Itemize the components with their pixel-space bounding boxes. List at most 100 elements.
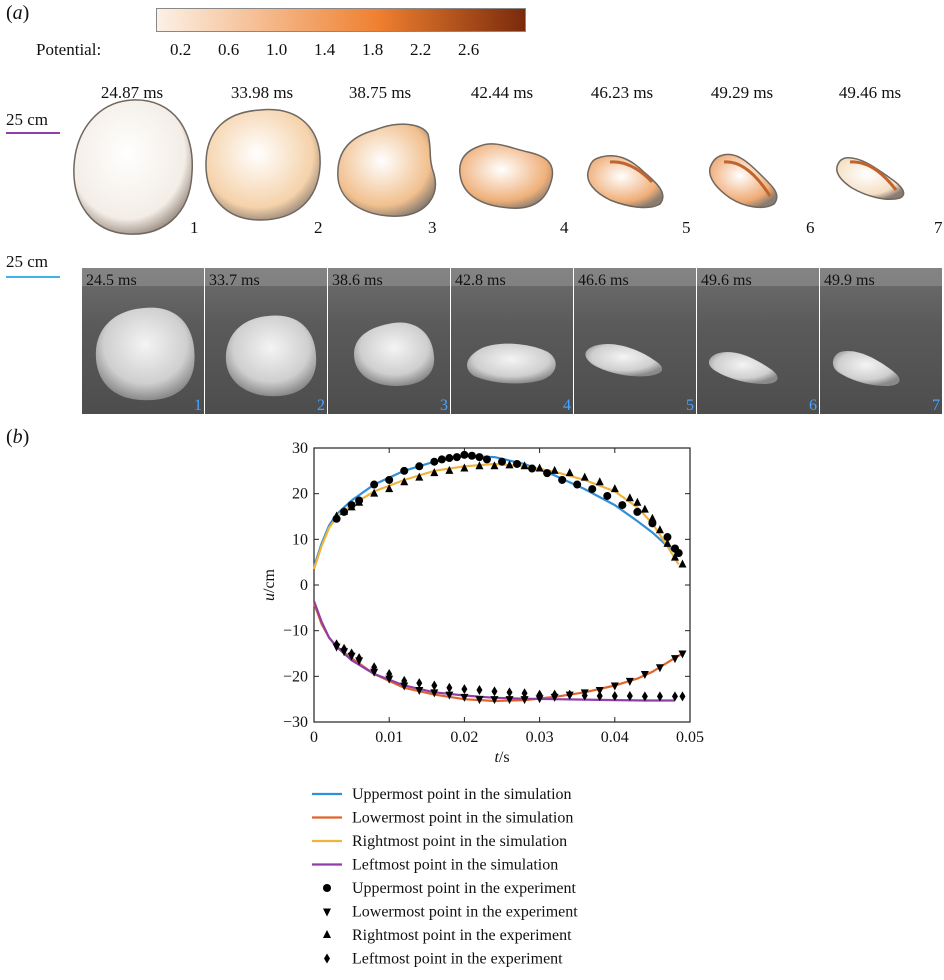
sim-bubble-shape: [586, 154, 664, 209]
data-point: [401, 675, 408, 686]
y-tick-label: −10: [283, 623, 308, 640]
legend-swatch-marker: [323, 930, 331, 938]
data-point: [460, 463, 469, 472]
colorbar-tick-label: 0.2: [170, 40, 192, 59]
x-tick-label: 0.01: [375, 729, 403, 746]
series-line: [312, 602, 684, 703]
sim-bubble-shape: [337, 123, 437, 217]
colorbar-title: Potential:: [36, 40, 102, 59]
legend-label: Lowermost point in the simulation: [352, 810, 573, 827]
series-line: [312, 462, 680, 570]
sim-frame-number: 4: [560, 218, 569, 237]
exp-frame-time: 33.7 ms: [209, 272, 260, 289]
sim-frame-time: 24.87 ms: [101, 83, 163, 102]
y-axis-label: u/cm: [261, 568, 278, 601]
colorbar: [156, 8, 526, 32]
data-point: [370, 488, 379, 497]
colorbar-tick-label: 1.0: [266, 40, 288, 59]
x-tick-label: 0.02: [450, 729, 478, 746]
data-point: [370, 480, 379, 489]
data-point: [475, 461, 484, 470]
data-point: [671, 691, 678, 702]
exp-scale-label: 25 cm: [6, 252, 49, 271]
data-point: [340, 506, 349, 515]
data-point: [543, 469, 552, 478]
exp-frame-number: 6: [809, 397, 817, 414]
y-axis-var: u: [261, 593, 278, 601]
data-point: [536, 689, 543, 700]
exp-frame-number: 2: [317, 397, 325, 414]
data-point: [430, 468, 439, 477]
exp-frame-number: 1: [194, 397, 202, 414]
data-point: [385, 484, 394, 493]
data-point: [491, 686, 498, 697]
data-point: [566, 689, 573, 700]
data-point: [370, 668, 379, 677]
data-point: [633, 507, 642, 516]
data-point: [385, 675, 394, 684]
data-point: [460, 693, 469, 702]
data-point: [430, 689, 439, 698]
data-point: [648, 513, 657, 522]
data-point: [611, 690, 618, 701]
data-point: [581, 690, 588, 701]
data-point: [431, 680, 438, 691]
panel-a-letter: a: [12, 2, 23, 24]
series-markers: [332, 460, 687, 568]
data-point: [573, 480, 582, 489]
data-point: [558, 475, 567, 484]
data-point: [565, 468, 574, 477]
exp-frame-number: 3: [440, 397, 448, 414]
data-point: [332, 511, 341, 520]
exp-frame-number: 7: [932, 397, 940, 414]
sim-frame-number: 2: [314, 218, 323, 237]
exp-photo-frame: [697, 268, 819, 414]
colorbar-tick-label: 1.8: [362, 40, 384, 59]
exp-surface-strip: [820, 268, 942, 286]
exp-bubble-shape: [585, 343, 663, 377]
legend-label: Lowermost point in the experiment: [352, 904, 578, 921]
exp-scale-bar: [6, 276, 60, 278]
y-tick-label: −30: [283, 714, 308, 731]
data-point: [498, 457, 506, 466]
y-tick-label: 0: [300, 577, 308, 594]
data-point: [640, 504, 649, 513]
sim-scale-bar: [6, 132, 60, 134]
exp-surface-strip: [82, 268, 204, 286]
sim-bubble-shape: [836, 157, 905, 200]
y-tick-label: 20: [292, 486, 308, 503]
experiment-photos: 24.5 ms 1 33.7 ms 2 38.6 ms 3 42.8 ms 4 46.6 ms 5…: [82, 268, 942, 414]
data-point: [580, 472, 589, 481]
legend-label: Rightmost point in the experiment: [352, 927, 572, 944]
data-point: [445, 465, 454, 474]
sim-bubble-ridge: [849, 160, 898, 191]
data-point: [452, 453, 461, 462]
data-point: [610, 484, 619, 493]
data-point: [341, 643, 348, 654]
panel-b-label: (b): [6, 426, 30, 448]
data-point: [535, 463, 544, 472]
exp-bubble-shape: [832, 350, 900, 386]
sim-bubble-shape: [708, 153, 778, 209]
data-point: [655, 525, 664, 534]
panel-a-label: (a): [6, 2, 30, 24]
exp-surface-strip: [205, 268, 327, 286]
data-point: [678, 650, 687, 659]
colorbar-tick-label: 2.2: [410, 40, 432, 59]
data-point: [415, 462, 424, 471]
legend-label: Uppermost point in the experiment: [352, 880, 577, 897]
colorbar-tick-label: 0.6: [218, 40, 240, 59]
exp-bubble-shape: [225, 315, 317, 397]
data-point: [385, 475, 394, 484]
data-point: [641, 691, 648, 702]
exp-frame-number: 5: [686, 397, 694, 414]
data-point: [467, 451, 476, 460]
data-point: [461, 684, 468, 695]
x-axis-label: t/s: [494, 749, 509, 766]
data-point: [437, 455, 446, 464]
data-point: [416, 678, 423, 689]
data-point: [595, 477, 604, 486]
data-point: [674, 549, 683, 558]
series-markers: [333, 639, 686, 702]
sim-frame-number: 5: [682, 218, 691, 237]
